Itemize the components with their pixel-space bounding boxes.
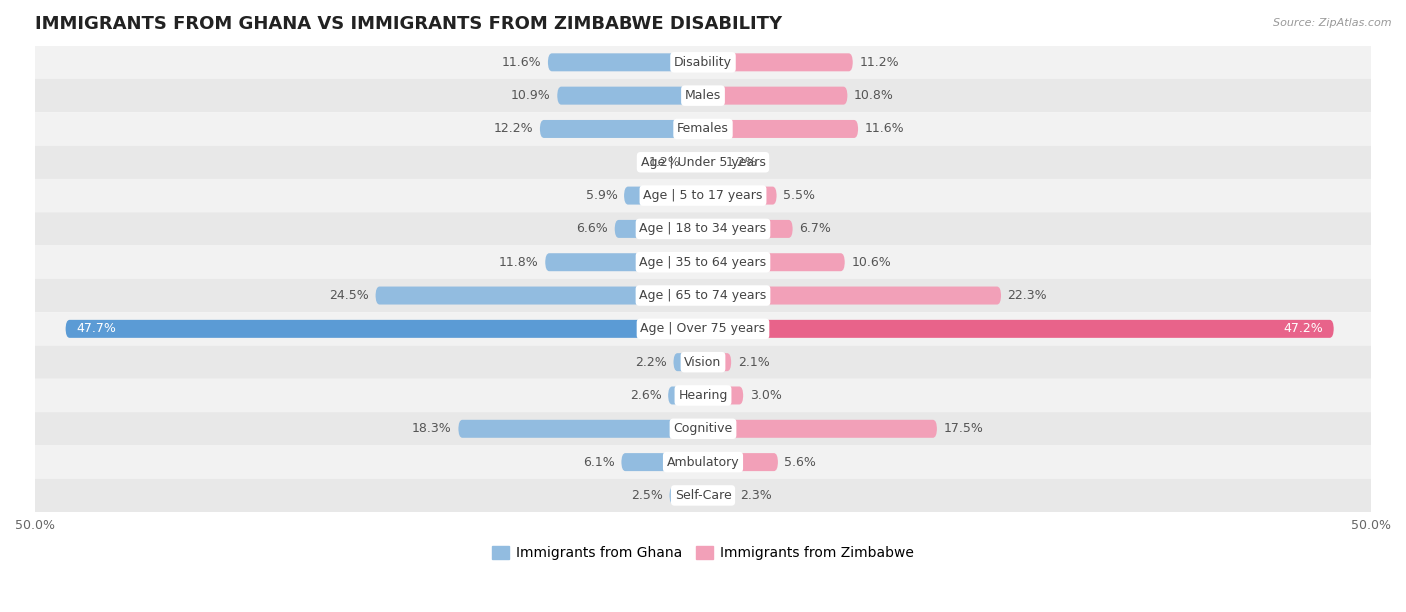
FancyBboxPatch shape: [669, 487, 703, 504]
FancyBboxPatch shape: [35, 346, 1371, 379]
FancyBboxPatch shape: [35, 112, 1371, 146]
FancyBboxPatch shape: [548, 53, 703, 72]
FancyBboxPatch shape: [540, 120, 703, 138]
FancyBboxPatch shape: [624, 187, 703, 204]
FancyBboxPatch shape: [673, 353, 703, 371]
Text: Age | Under 5 years: Age | Under 5 years: [641, 156, 765, 169]
Text: Age | 35 to 64 years: Age | 35 to 64 years: [640, 256, 766, 269]
FancyBboxPatch shape: [703, 387, 744, 405]
Text: Ambulatory: Ambulatory: [666, 455, 740, 469]
FancyBboxPatch shape: [35, 245, 1371, 279]
FancyBboxPatch shape: [703, 87, 848, 105]
Text: Disability: Disability: [673, 56, 733, 69]
Text: Self-Care: Self-Care: [675, 489, 731, 502]
Text: 2.5%: 2.5%: [631, 489, 662, 502]
Text: 6.7%: 6.7%: [799, 222, 831, 236]
FancyBboxPatch shape: [35, 46, 1371, 79]
FancyBboxPatch shape: [35, 79, 1371, 112]
Text: 24.5%: 24.5%: [329, 289, 368, 302]
FancyBboxPatch shape: [703, 53, 853, 72]
Text: 11.6%: 11.6%: [865, 122, 904, 135]
Text: 11.8%: 11.8%: [499, 256, 538, 269]
FancyBboxPatch shape: [621, 453, 703, 471]
Text: 18.3%: 18.3%: [412, 422, 451, 435]
Text: Males: Males: [685, 89, 721, 102]
Text: Vision: Vision: [685, 356, 721, 368]
Text: 10.6%: 10.6%: [851, 256, 891, 269]
Text: Hearing: Hearing: [678, 389, 728, 402]
Text: IMMIGRANTS FROM GHANA VS IMMIGRANTS FROM ZIMBABWE DISABILITY: IMMIGRANTS FROM GHANA VS IMMIGRANTS FROM…: [35, 15, 782, 33]
Text: 2.2%: 2.2%: [636, 356, 666, 368]
FancyBboxPatch shape: [703, 286, 1001, 305]
Text: 22.3%: 22.3%: [1008, 289, 1047, 302]
FancyBboxPatch shape: [375, 286, 703, 305]
Text: Cognitive: Cognitive: [673, 422, 733, 435]
FancyBboxPatch shape: [703, 453, 778, 471]
Text: Age | 18 to 34 years: Age | 18 to 34 years: [640, 222, 766, 236]
FancyBboxPatch shape: [703, 253, 845, 271]
Text: 5.6%: 5.6%: [785, 455, 817, 469]
Text: 6.1%: 6.1%: [583, 455, 614, 469]
Text: 12.2%: 12.2%: [494, 122, 533, 135]
Text: 6.6%: 6.6%: [576, 222, 609, 236]
Text: Age | 5 to 17 years: Age | 5 to 17 years: [644, 189, 762, 202]
FancyBboxPatch shape: [668, 387, 703, 405]
FancyBboxPatch shape: [703, 420, 936, 438]
Text: Age | Over 75 years: Age | Over 75 years: [641, 323, 765, 335]
Text: 11.2%: 11.2%: [859, 56, 898, 69]
Text: 5.9%: 5.9%: [586, 189, 617, 202]
FancyBboxPatch shape: [35, 379, 1371, 412]
Text: 10.9%: 10.9%: [510, 89, 551, 102]
FancyBboxPatch shape: [703, 187, 776, 204]
Text: 2.1%: 2.1%: [738, 356, 769, 368]
Text: Age | 65 to 74 years: Age | 65 to 74 years: [640, 289, 766, 302]
FancyBboxPatch shape: [35, 146, 1371, 179]
FancyBboxPatch shape: [703, 120, 858, 138]
Text: 1.2%: 1.2%: [725, 156, 758, 169]
FancyBboxPatch shape: [66, 320, 703, 338]
Text: 47.7%: 47.7%: [76, 323, 117, 335]
Text: 5.5%: 5.5%: [783, 189, 815, 202]
FancyBboxPatch shape: [703, 353, 731, 371]
Legend: Immigrants from Ghana, Immigrants from Zimbabwe: Immigrants from Ghana, Immigrants from Z…: [486, 540, 920, 565]
Text: 11.6%: 11.6%: [502, 56, 541, 69]
FancyBboxPatch shape: [35, 279, 1371, 312]
FancyBboxPatch shape: [703, 153, 718, 171]
Text: 1.2%: 1.2%: [648, 156, 681, 169]
FancyBboxPatch shape: [458, 420, 703, 438]
FancyBboxPatch shape: [703, 220, 793, 238]
Text: 10.8%: 10.8%: [853, 89, 894, 102]
FancyBboxPatch shape: [35, 412, 1371, 446]
FancyBboxPatch shape: [35, 179, 1371, 212]
FancyBboxPatch shape: [35, 479, 1371, 512]
Text: 2.3%: 2.3%: [741, 489, 772, 502]
FancyBboxPatch shape: [35, 312, 1371, 346]
FancyBboxPatch shape: [35, 212, 1371, 245]
Text: 17.5%: 17.5%: [943, 422, 983, 435]
Text: 47.2%: 47.2%: [1284, 323, 1323, 335]
Text: Females: Females: [678, 122, 728, 135]
FancyBboxPatch shape: [557, 87, 703, 105]
FancyBboxPatch shape: [703, 487, 734, 504]
FancyBboxPatch shape: [688, 153, 703, 171]
FancyBboxPatch shape: [703, 320, 1334, 338]
Text: 2.6%: 2.6%: [630, 389, 662, 402]
Text: 3.0%: 3.0%: [749, 389, 782, 402]
FancyBboxPatch shape: [614, 220, 703, 238]
Text: Source: ZipAtlas.com: Source: ZipAtlas.com: [1274, 18, 1392, 28]
FancyBboxPatch shape: [35, 446, 1371, 479]
FancyBboxPatch shape: [546, 253, 703, 271]
